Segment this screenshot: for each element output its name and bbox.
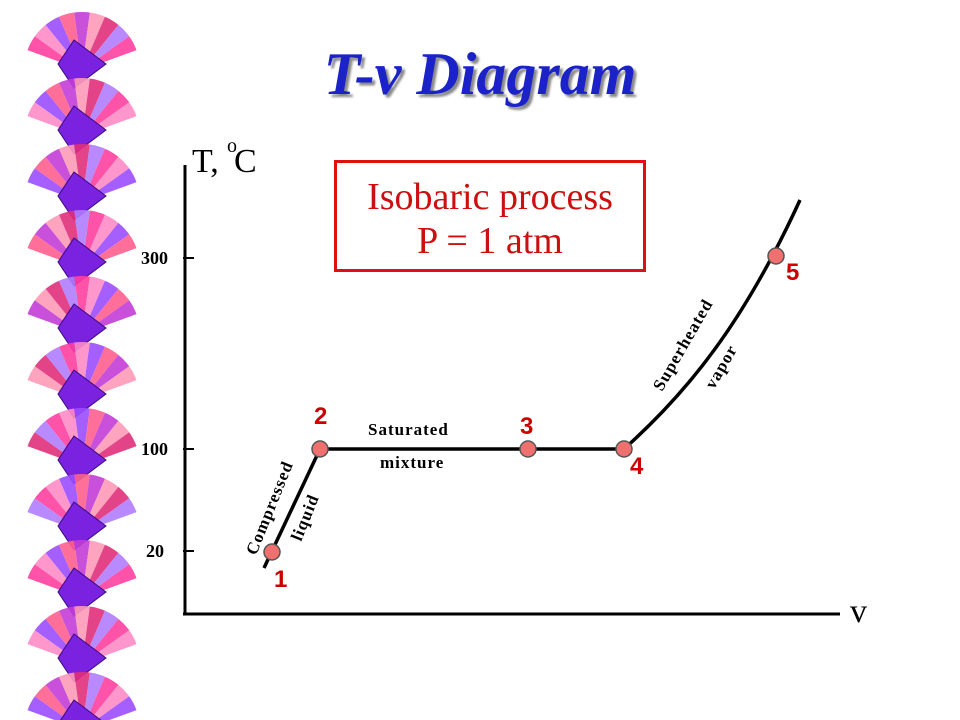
process-box-line-1: Isobaric process xyxy=(367,176,613,218)
fan-ornament xyxy=(27,408,137,485)
point-label-5: 5 xyxy=(786,259,799,286)
point-label-1: 1 xyxy=(274,566,287,593)
region-label-liquid: liquid xyxy=(287,491,323,543)
fan-ornament xyxy=(27,276,137,353)
isobaric-process-box: Isobaric process P = 1 atm xyxy=(334,160,646,272)
tick-label-20: 20 xyxy=(146,541,164,561)
region-label-vapor: vapor xyxy=(701,341,741,392)
state-point-3 xyxy=(519,440,537,458)
point-label-2: 2 xyxy=(314,403,327,430)
region-label-compressed: Compressed xyxy=(242,458,297,557)
superheated-vapor-curve xyxy=(622,199,802,451)
x-axis-label: v xyxy=(850,593,867,630)
fan-ornament xyxy=(27,540,137,617)
fan-ornament xyxy=(27,342,137,419)
tick-label-300: 300 xyxy=(141,248,168,268)
state-point-4 xyxy=(615,440,633,458)
fan-ornament xyxy=(27,78,137,155)
fan-ornament xyxy=(27,144,137,221)
fan-border-decoration xyxy=(27,12,137,720)
y-axis-unit: C xyxy=(234,143,257,180)
state-point-1 xyxy=(263,543,281,561)
fan-ornament xyxy=(27,606,137,683)
fan-ornament xyxy=(27,12,137,89)
state-point-5 xyxy=(767,247,785,265)
region-label-mixture: mixture xyxy=(380,453,444,472)
region-label-saturated: Saturated xyxy=(368,420,449,439)
fan-ornament xyxy=(27,473,137,551)
point-label-4: 4 xyxy=(630,453,644,480)
point-label-3: 3 xyxy=(520,413,533,440)
tick-label-100: 100 xyxy=(141,439,168,459)
fan-ornament xyxy=(27,209,137,287)
page-title: T-v Diagram xyxy=(323,41,637,107)
process-box-line-2: P = 1 atm xyxy=(417,220,563,262)
degree-symbol: o xyxy=(227,135,237,157)
y-axis-label: T, xyxy=(192,143,219,180)
fan-ornament xyxy=(27,672,137,720)
state-point-2 xyxy=(311,440,329,458)
